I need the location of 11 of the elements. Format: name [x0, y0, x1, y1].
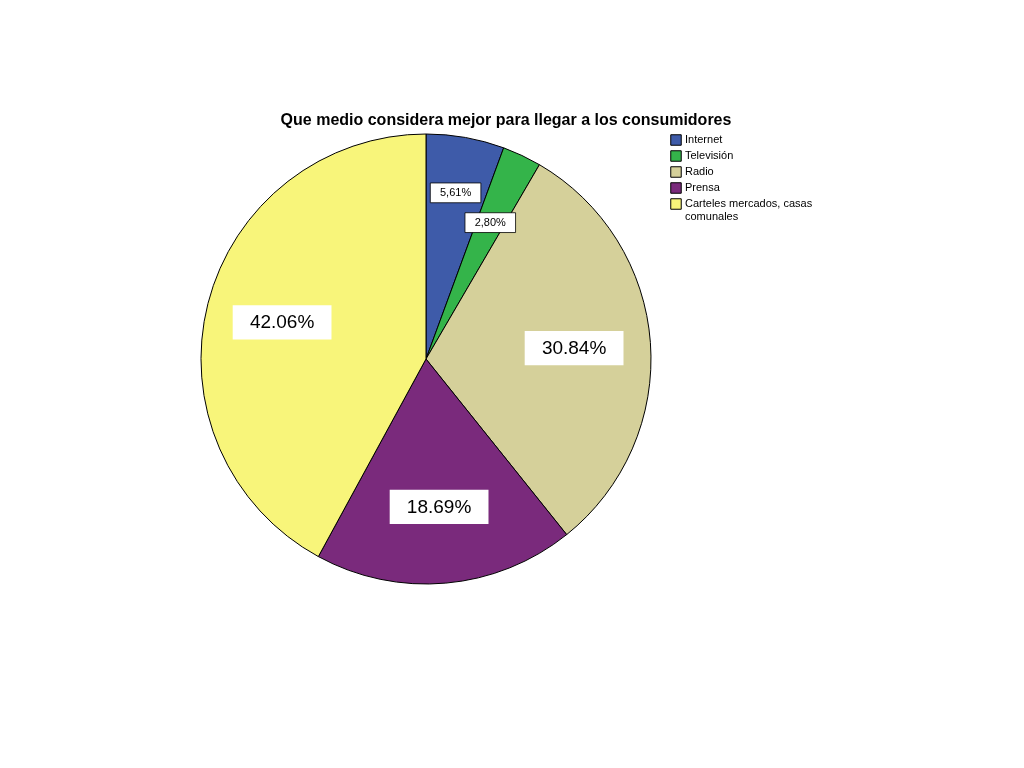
- data-label: 18.69%: [406, 495, 472, 517]
- data-label: 5,61%: [439, 185, 472, 198]
- legend-label: Carteles mercados, casas comunales: [685, 197, 813, 222]
- chart-title: Que medio considera mejor para llegar a los consumidores: [280, 111, 732, 128]
- data-label: 42.06%: [249, 311, 315, 333]
- legend-label: Internet: [685, 133, 723, 145]
- legend-label: Radio: [685, 165, 714, 177]
- legend-label: Prensa: [685, 181, 721, 193]
- data-label: 30.84%: [541, 337, 607, 359]
- data-label: 2,80%: [474, 215, 507, 228]
- legend-label: Televisión: [685, 149, 734, 161]
